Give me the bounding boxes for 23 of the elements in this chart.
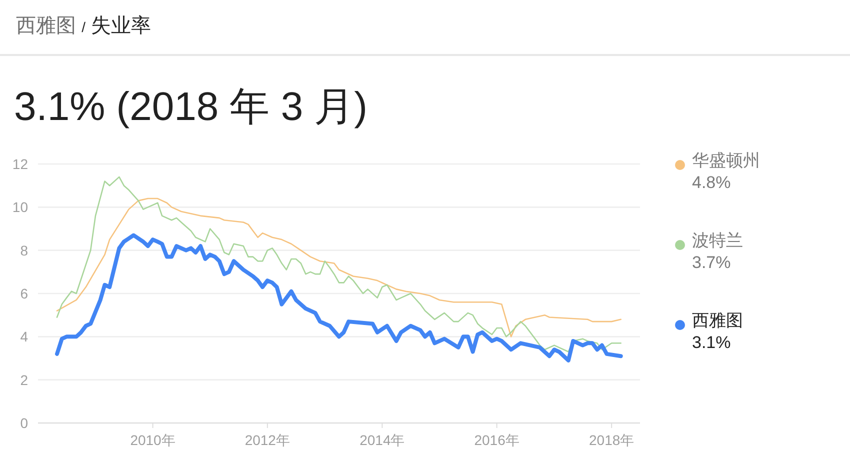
text: 3.1%: [692, 333, 731, 352]
line-series: [55, 233, 623, 362]
x-tick-label: 2014年: [360, 432, 405, 448]
x-tick-label: 2016年: [474, 432, 520, 448]
y-tick-label: 0: [20, 414, 28, 431]
y-tick-label: 8: [20, 242, 28, 258]
y-tick-label: 2: [20, 372, 28, 388]
text: 4.8%: [692, 173, 731, 192]
legend-label: 华盛顿州: [692, 151, 760, 170]
text: 3.7%: [692, 253, 731, 272]
x-tick-label: 2018年: [589, 432, 634, 448]
legend-label: 波特兰: [692, 231, 743, 250]
legend-label: 西雅图: [692, 311, 743, 330]
line-series: [56, 198, 622, 338]
x-tick-label: 2012年: [244, 432, 290, 448]
y-tick-label: 6: [20, 285, 28, 302]
line-series: [56, 176, 622, 352]
y-tick-label: 12: [12, 156, 28, 172]
chart-title: 西雅图 / 失业率: [16, 15, 152, 37]
y-tick-label: 4: [20, 328, 28, 345]
chart-subtitle: 3.1% (2018 年 3 月): [14, 85, 368, 129]
y-tick-label: 10: [12, 199, 28, 216]
x-tick-label: 2010年: [130, 432, 176, 448]
